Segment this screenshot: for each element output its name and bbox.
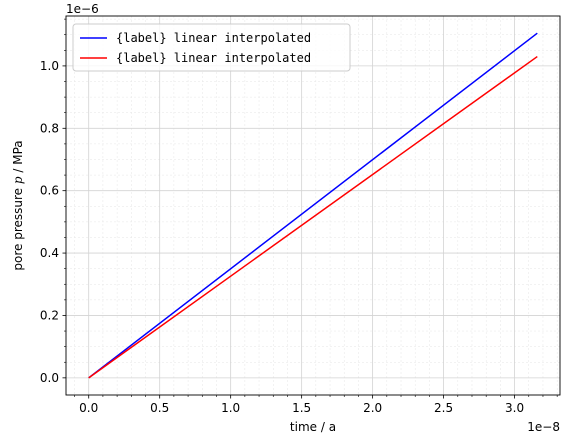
y-axis-label-suffix: / MPa (11, 140, 25, 176)
y-tick-label: 0.6 (40, 184, 59, 198)
legend: {label} linear interpolated {label} line… (72, 23, 351, 72)
y-axis-label-variable: p (11, 176, 25, 184)
legend-box (72, 23, 351, 72)
y-tick-label: 0.4 (40, 246, 59, 260)
legend-label-1: {label} linear interpolated (116, 51, 311, 65)
x-axis-label: time / a (290, 420, 336, 434)
x-tick-label: 2.0 (363, 401, 382, 415)
minor-grid (66, 16, 560, 395)
x-tick-label: 1.0 (221, 401, 240, 415)
x-tick-label: 2.5 (434, 401, 453, 415)
y-tick-label: 0.8 (40, 121, 59, 135)
x-tick-label: 1.5 (292, 401, 311, 415)
y-tick-label: 1.0 (40, 59, 59, 73)
x-tick-label: 3.0 (505, 401, 524, 415)
series-line-1 (88, 55, 538, 379)
series-layer (88, 32, 538, 379)
y-axis-label-prefix: pore pressure (11, 184, 25, 270)
x-offset-text: 1e−8 (527, 420, 560, 434)
axis-tick-labels: 0.0 0.5 1.0 1.5 2.0 2.5 3.0 0.0 0.2 0.4 0.6 0.8 1.0 (40, 59, 524, 415)
plot-frame (65, 15, 561, 396)
x-tick-label: 0.0 (79, 401, 98, 415)
y-tick-label: 0.2 (40, 308, 59, 322)
y-offset-text: 1e−6 (66, 2, 99, 16)
x-tick-label: 0.5 (150, 401, 169, 415)
legend-label-0: {label} linear interpolated (116, 31, 311, 45)
y-axis-label: pore pressure p / MPa (11, 140, 25, 270)
axis-ticks (62, 18, 558, 399)
y-tick-label: 0.0 (40, 371, 59, 385)
series-line-0 (88, 32, 538, 379)
